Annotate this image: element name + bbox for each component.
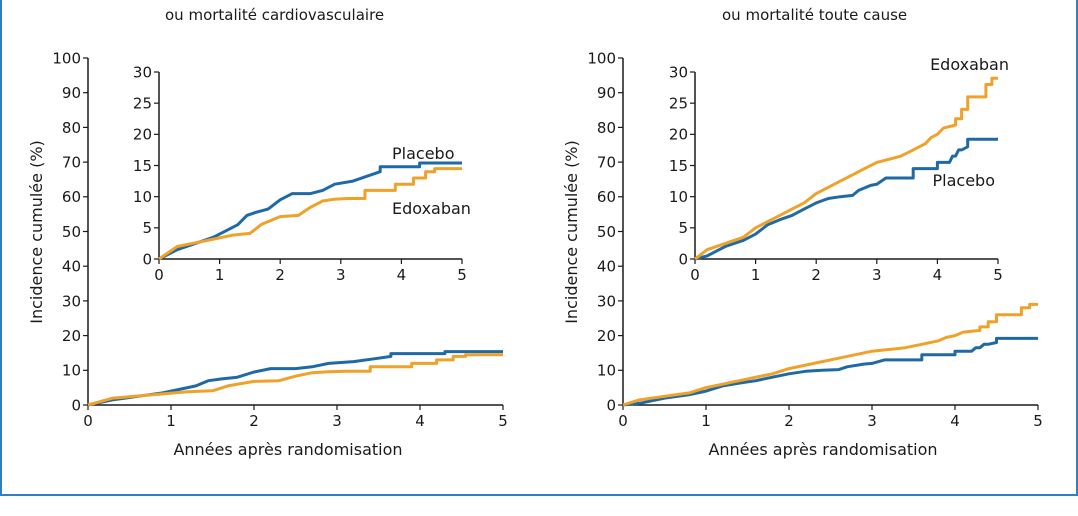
p2-inset-y-tick-label: 20 <box>669 126 688 144</box>
p1-main-series-edoxaban <box>87 353 503 407</box>
p2-annotation-edoxaban: Edoxaban <box>930 55 1009 74</box>
p2-main-y-tick-label: 60 <box>597 188 616 206</box>
p1-y-axis-label: Incidence cumulée (%) <box>27 140 46 324</box>
p1-inset-y-tick-label: 25 <box>133 95 152 113</box>
p2-inset-x-tick-label: 2 <box>811 266 821 284</box>
p1-main-y-tick-label: 70 <box>62 154 81 172</box>
p2-inset-series-placebo <box>694 137 998 261</box>
p2-inset-x-tick-label: 1 <box>751 266 761 284</box>
p2-main-x-tick-label: 5 <box>1033 412 1043 430</box>
p1-inset-y-tick-label: 30 <box>133 63 152 81</box>
p1-inset-y-tick-label: 20 <box>133 126 152 144</box>
p1-main-y-tick-label: 30 <box>62 292 81 310</box>
p1-main-y-tick-label: 10 <box>62 362 81 380</box>
p1-main-x-tick-label: 0 <box>83 412 93 430</box>
p2-main-y-tick-label: 50 <box>597 223 616 241</box>
p2-inset-x-tick-label: 0 <box>690 266 700 284</box>
p1-annotation-edoxaban: Edoxaban <box>392 199 471 218</box>
p2-main-x-tick-label: 4 <box>950 412 960 430</box>
p1-inset-x-tick-label: 2 <box>275 266 285 284</box>
p2-main-y-tick-label: 20 <box>597 327 616 345</box>
p2-inset-y-tick-label: 0 <box>678 250 688 268</box>
p2-main-x-tick-label: 1 <box>701 412 711 430</box>
p2-inset-y-tick-label: 5 <box>678 219 688 237</box>
panel-right-title: ou mortalité toute cause <box>722 6 908 24</box>
p1-annotation-placebo: Placebo <box>392 144 454 163</box>
p2-main-series-edoxaban <box>622 302 1038 407</box>
p2-main-y-tick-label: 80 <box>597 119 616 137</box>
p1-main-y-tick-label: 90 <box>62 84 81 102</box>
p1-main-series-placebo <box>87 350 503 407</box>
p2-annotation-placebo: Placebo <box>933 171 995 190</box>
p2-main-y-tick-label: 30 <box>597 292 616 310</box>
p2-main-series-placebo <box>622 336 1038 407</box>
p2-inset-x-tick-label: 3 <box>872 266 882 284</box>
p1-inset-y-tick-label: 10 <box>133 188 152 206</box>
p2-inset-series-edoxaban <box>694 76 998 261</box>
p2-main-x-tick-label: 3 <box>867 412 877 430</box>
p1-inset-y-tick-label: 5 <box>142 219 152 237</box>
p1-main-y-tick-label: 50 <box>62 223 81 241</box>
p2-main-y-tick-label: 40 <box>597 258 616 276</box>
p2-inset-x-tick-label: 4 <box>933 266 943 284</box>
p2-main-x-tick-label: 2 <box>784 412 794 430</box>
p1-x-axis-label: Années après randomisation <box>173 440 402 459</box>
p1-main-x-tick-label: 3 <box>332 412 342 430</box>
p1-main-x-tick-label: 2 <box>249 412 259 430</box>
p1-main-x-tick-label: 1 <box>166 412 176 430</box>
p1-inset-x-tick-label: 3 <box>336 266 346 284</box>
p2-main-y-tick-label: 10 <box>597 362 616 380</box>
p2-main-y-tick-label: 90 <box>597 84 616 102</box>
p2-main-y-tick-label: 70 <box>597 154 616 172</box>
p1-inset-x-tick-label: 0 <box>154 266 164 284</box>
p1-main-x-tick-label: 5 <box>498 412 508 430</box>
p2-main-y-tick-label: 0 <box>606 396 616 414</box>
p1-inset-series-edoxaban <box>158 167 462 261</box>
p1-inset-x-tick-label: 1 <box>215 266 225 284</box>
p2-main-y-tick-label: 100 <box>587 49 616 67</box>
p1-main-y-tick-label: 60 <box>62 188 81 206</box>
figure-frame <box>0 0 1078 496</box>
p2-x-axis-label: Années après randomisation <box>708 440 937 459</box>
p1-main-y-tick-label: 100 <box>52 49 81 67</box>
p1-main-y-tick-label: 40 <box>62 258 81 276</box>
p2-inset-y-tick-label: 25 <box>669 95 688 113</box>
p1-inset-y-tick-label: 0 <box>142 250 152 268</box>
p1-main-y-tick-label: 0 <box>71 396 81 414</box>
p1-main-y-tick-label: 20 <box>62 327 81 345</box>
panel-left-title: ou mortalité cardiovasculaire <box>165 6 385 24</box>
p1-inset-series-placebo <box>158 161 462 261</box>
p2-inset-y-tick-label: 30 <box>669 63 688 81</box>
p1-inset-x-tick-label: 4 <box>397 266 407 284</box>
p1-inset-y-tick-label: 15 <box>133 157 152 175</box>
p2-y-axis-label: Incidence cumulée (%) <box>562 140 581 324</box>
p1-main-y-tick-label: 80 <box>62 119 81 137</box>
p1-main-x-tick-label: 4 <box>415 412 425 430</box>
p1-inset-x-tick-label: 5 <box>457 266 467 284</box>
p2-inset-y-tick-label: 10 <box>669 188 688 206</box>
p2-inset-y-tick-label: 15 <box>669 157 688 175</box>
p2-main-x-tick-label: 0 <box>618 412 628 430</box>
p2-inset-x-tick-label: 5 <box>993 266 1003 284</box>
